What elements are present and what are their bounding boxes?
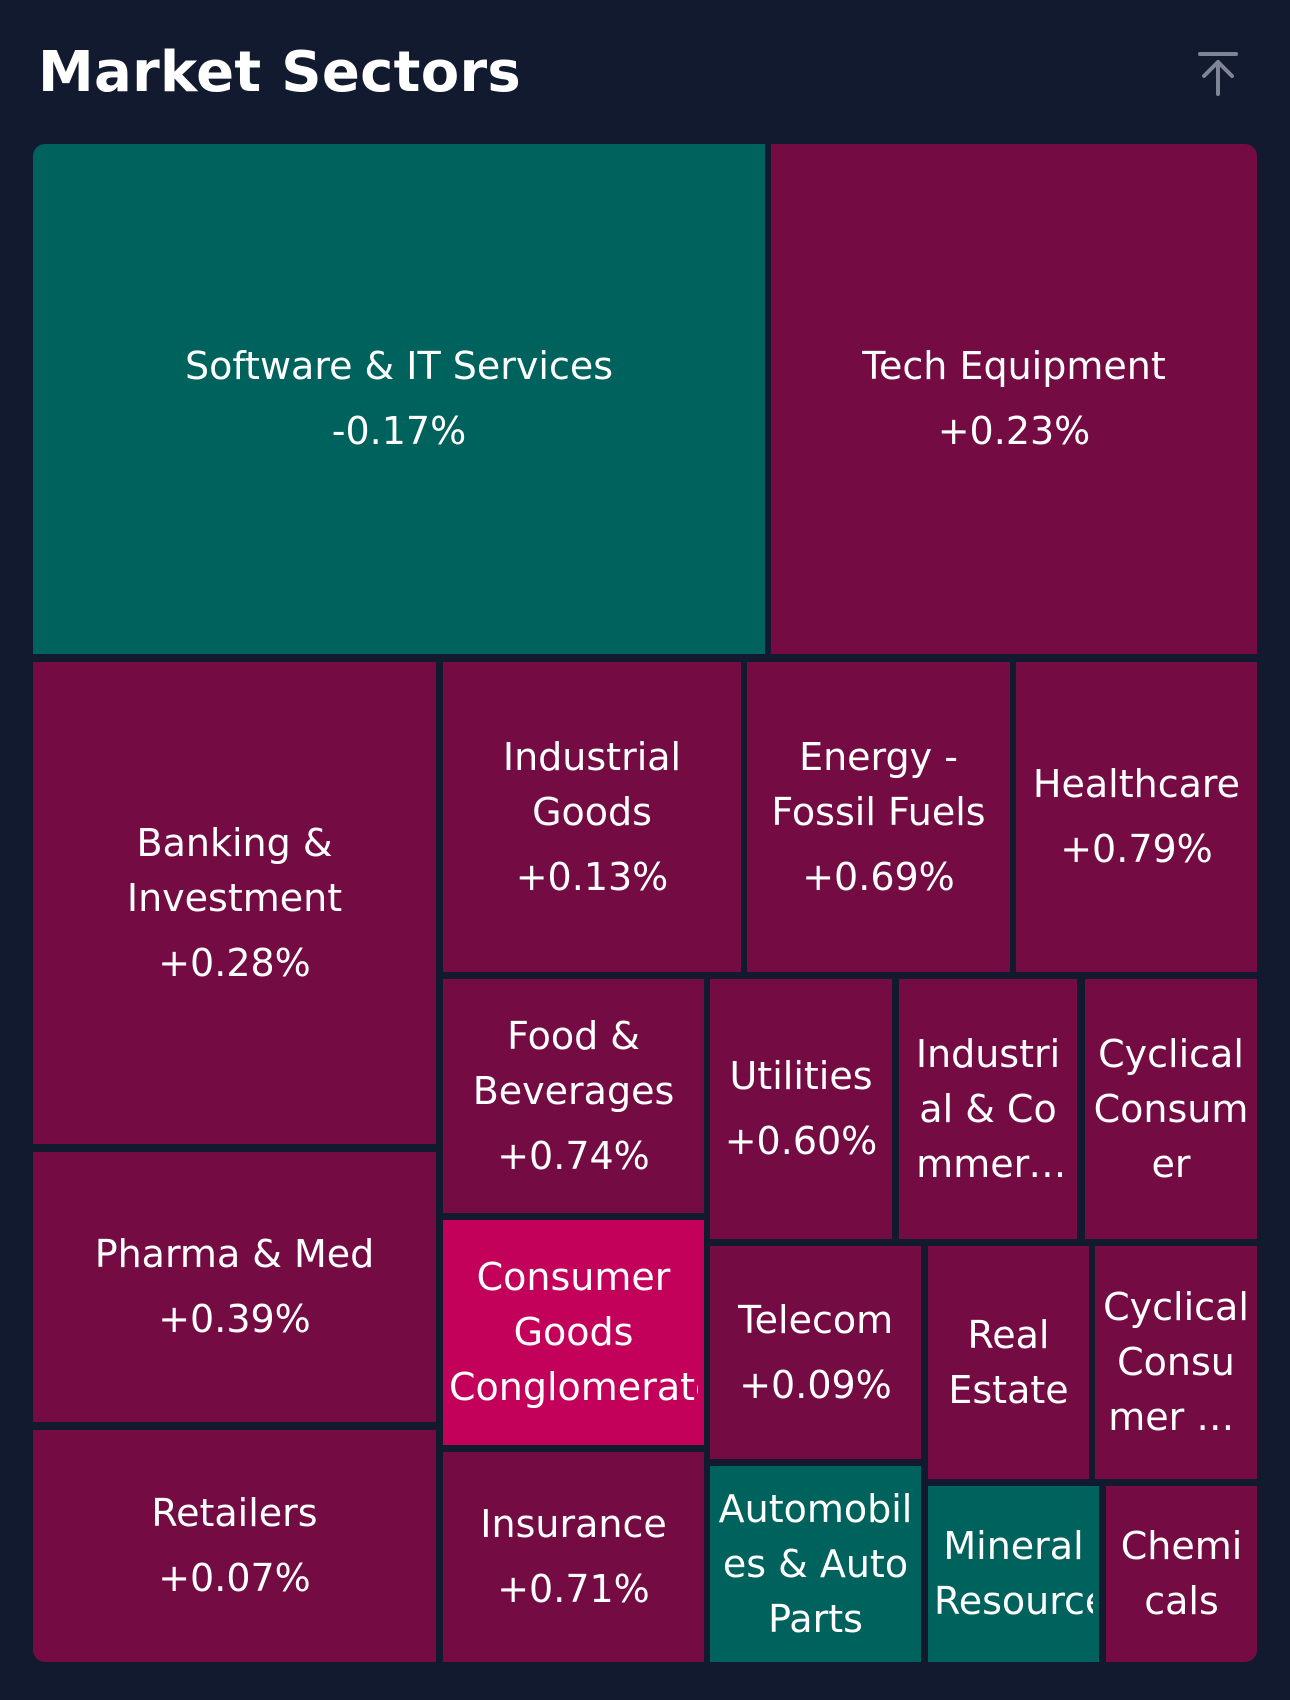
page-title: Market Sectors	[38, 40, 522, 105]
collapse-button[interactable]	[1192, 48, 1244, 100]
sector-tile[interactable]: Pharma & Med +0.39%	[33, 1152, 436, 1422]
sector-name: Chemicals	[1120, 1524, 1243, 1623]
sector-change: +0.79%	[1060, 827, 1213, 871]
sector-name: Telecom	[737, 1297, 894, 1342]
sector-change: +0.09%	[739, 1362, 892, 1407]
sector-name: Industrial & Commercial Services	[915, 1031, 1061, 1186]
sector-tile[interactable]: Retailers +0.07%	[33, 1430, 436, 1662]
sector-name: Tech Equipment	[862, 344, 1166, 388]
sector-name: Cyclical Consumer Services	[1103, 1285, 1249, 1439]
sector-change: +0.60%	[724, 1119, 878, 1163]
sector-tile[interactable]: Industrial Goods +0.13%	[443, 662, 741, 972]
sector-change: +0.28%	[158, 940, 311, 985]
sector-name: Food & Beverages	[472, 1013, 675, 1113]
sector-change: +0.39%	[158, 1297, 311, 1341]
sector-tile[interactable]: Healthcare +0.79%	[1016, 662, 1257, 972]
sector-tile[interactable]: Banking & Investment +0.28%	[33, 662, 436, 1144]
sector-tile[interactable]: Tech Equipment +0.23%	[771, 144, 1257, 654]
sector-name: Industrial Goods	[502, 734, 682, 834]
sector-change: -0.17%	[331, 409, 467, 453]
sector-name: Retailers	[151, 1491, 318, 1535]
sector-tile[interactable]: Cyclical Consumer	[1085, 979, 1257, 1239]
sector-name: Healthcare	[1032, 762, 1241, 806]
sector-tile[interactable]: Telecom +0.09%	[710, 1246, 921, 1459]
sector-tile[interactable]: Software & IT Services -0.17%	[33, 144, 765, 654]
sector-name: Cyclical Consumer	[1093, 1031, 1249, 1186]
sector-treemap: Software & IT Services -0.17% Tech Equipme…	[33, 144, 1257, 1662]
sector-tile[interactable]: Utilities +0.60%	[710, 979, 892, 1239]
sector-change: +0.74%	[497, 1133, 650, 1178]
sector-name: Utilities	[729, 1054, 873, 1098]
sector-name: Consumer Goods Conglomerates	[449, 1255, 698, 1409]
sector-tile[interactable]: Cyclical Consumer Services	[1095, 1246, 1257, 1479]
sector-name: Pharma & Med	[94, 1232, 375, 1276]
arrow-up-to-top-icon	[1198, 52, 1238, 96]
sector-change: +0.71%	[497, 1567, 650, 1611]
sector-tile[interactable]: Consumer Goods Conglomerates	[443, 1220, 704, 1445]
sector-tile[interactable]: Industrial & Commercial Services	[899, 979, 1077, 1239]
sector-tile[interactable]: Energy - Fossil Fuels +0.69%	[747, 662, 1010, 972]
sector-name: Mineral Resources	[934, 1524, 1093, 1623]
sector-name: Energy - Fossil Fuels	[771, 734, 986, 834]
sector-change: +0.69%	[802, 854, 955, 899]
sector-name: Real Estate	[948, 1312, 1069, 1412]
sector-tile[interactable]: Mineral Resources	[928, 1486, 1099, 1662]
sector-tile[interactable]: Insurance +0.71%	[443, 1452, 704, 1662]
sector-change: +0.23%	[937, 409, 1091, 453]
sector-change: +0.07%	[158, 1556, 311, 1600]
sector-name: Software & IT Services	[184, 344, 614, 388]
sector-tile[interactable]: Chemicals	[1106, 1486, 1257, 1662]
sector-change: +0.13%	[515, 854, 669, 899]
sector-name: Banking & Investment	[126, 820, 343, 920]
sector-tile[interactable]: Automobiles & Auto Parts	[710, 1466, 921, 1662]
sector-name: Automobiles & Auto Parts	[718, 1486, 913, 1641]
sector-name: Insurance	[480, 1502, 667, 1546]
sector-tile[interactable]: Real Estate	[928, 1246, 1089, 1479]
sector-tile[interactable]: Food & Beverages +0.74%	[443, 979, 704, 1213]
